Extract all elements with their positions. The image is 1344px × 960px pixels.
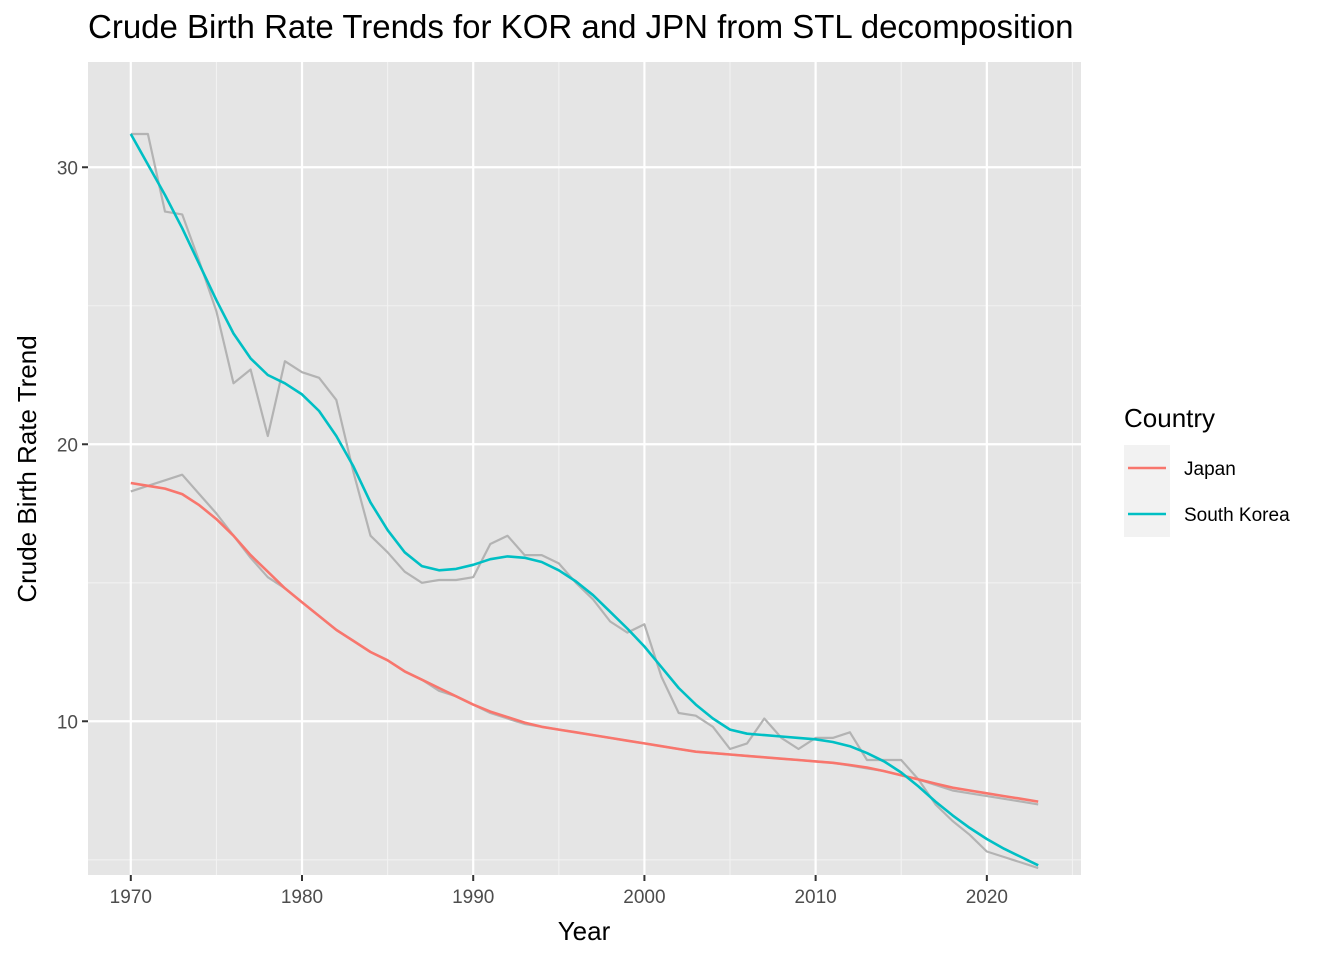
chart-title: Crude Birth Rate Trends for KOR and JPN … xyxy=(88,8,1074,45)
legend-label-south-korea: South Korea xyxy=(1184,505,1290,526)
major-gridlines xyxy=(88,62,1081,875)
legend-label-japan: Japan xyxy=(1184,459,1236,480)
x-tick-label: 1990 xyxy=(452,887,494,908)
y-tick-label: 30 xyxy=(57,158,78,179)
y-tick-label: 10 xyxy=(57,712,78,733)
x-tick-label: 2010 xyxy=(794,887,836,908)
trend-line-south-korea xyxy=(129,133,1039,867)
x-tick-label: 1970 xyxy=(110,887,152,908)
series-lines xyxy=(129,132,1039,870)
y-tick-label: 20 xyxy=(57,435,78,456)
trend-line-japan xyxy=(130,481,1039,803)
x-tick-label: 2020 xyxy=(966,887,1008,908)
x-tick-label: 1980 xyxy=(281,887,323,908)
legend-title: Country xyxy=(1124,403,1215,433)
legend: Country Japan South Korea xyxy=(1124,403,1290,537)
observed-line xyxy=(130,132,1039,870)
x-axis-title: Year xyxy=(558,916,611,946)
minor-gridlines xyxy=(88,62,1081,875)
axes: 1970 1980 1990 2000 2010 2020 10 20 30 xyxy=(57,158,1008,908)
x-tick-label: 2000 xyxy=(623,887,665,908)
plot-panel xyxy=(88,62,1081,875)
y-axis-title: Crude Birth Rate Trend xyxy=(12,335,42,602)
